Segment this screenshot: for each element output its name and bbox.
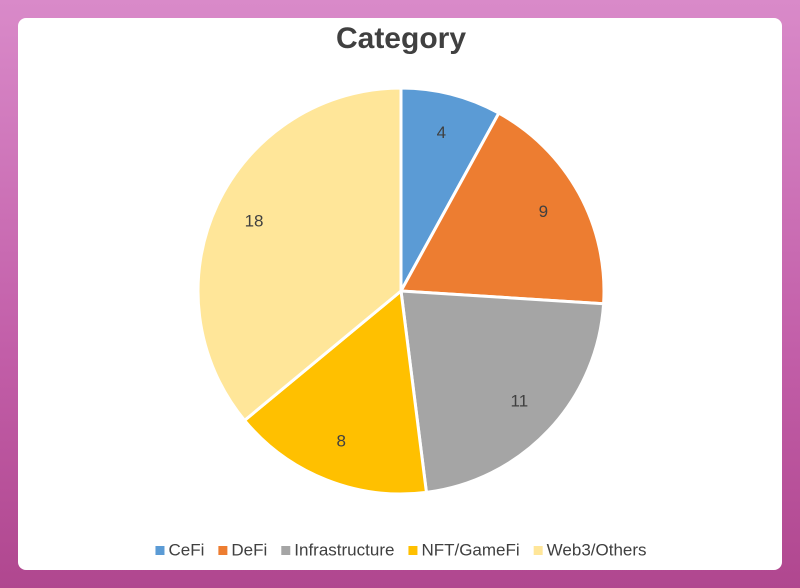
- legend-swatch: [533, 546, 543, 555]
- legend-label: DeFi: [231, 540, 267, 559]
- legend-swatch: [155, 546, 165, 555]
- data-label: 8: [336, 431, 345, 450]
- data-label: 11: [511, 392, 529, 411]
- pie-slice: [196, 86, 403, 423]
- legend-swatch: [218, 546, 228, 555]
- pie-slice: [398, 111, 606, 306]
- pie-slice: [399, 289, 606, 495]
- chart-title: Category: [336, 22, 466, 55]
- legend-label: Infrastructure: [294, 540, 394, 559]
- legend-label: Web3/Others: [547, 540, 647, 559]
- legend-label: CeFi: [168, 540, 204, 559]
- data-label: 9: [539, 202, 548, 221]
- data-label: 4: [437, 123, 446, 142]
- legend-swatch: [281, 546, 291, 555]
- pie-slice: [399, 86, 501, 292]
- pie-slice: [242, 288, 429, 496]
- data-label: 18: [245, 211, 264, 230]
- legend-label: NFT/GameFi: [421, 540, 519, 559]
- legend-swatch: [408, 546, 418, 555]
